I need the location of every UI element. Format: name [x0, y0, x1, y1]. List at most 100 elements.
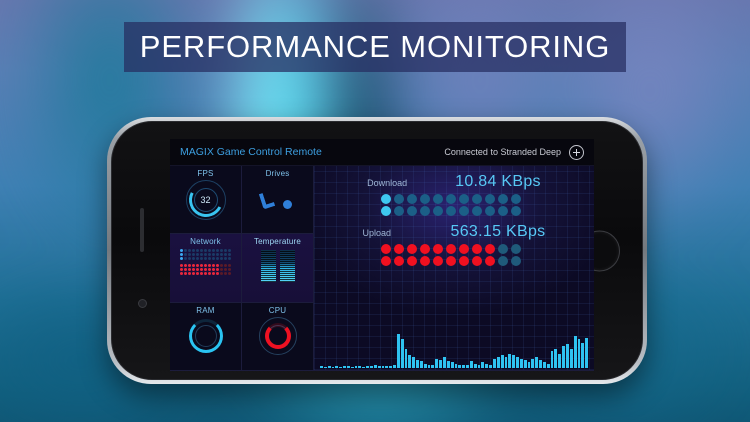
led-dot [208, 249, 211, 253]
led-dot [216, 257, 219, 261]
equalizer-bar [354, 366, 358, 368]
drives-icon [255, 186, 301, 220]
widget-drives[interactable]: Drives [242, 166, 314, 235]
network-panel: Download 10.84 KBps Upload 563.15 KBps [314, 166, 594, 371]
equalizer-bar [362, 366, 366, 368]
equalizer-bar [581, 342, 585, 368]
widget-fps[interactable]: FPS 32 [170, 166, 242, 235]
equalizer-bar [489, 364, 492, 368]
led-dot [188, 264, 191, 268]
led-dot [180, 268, 183, 272]
equalizer-bar [500, 355, 504, 368]
led-dot [228, 249, 231, 253]
plus-icon[interactable] [569, 144, 584, 160]
widget-cpu-label: CPU [268, 305, 287, 315]
equalizer-bar [466, 365, 469, 368]
led-row [180, 257, 231, 261]
meter-dot [381, 244, 391, 254]
equalizer-bar [373, 365, 377, 368]
led-dot [228, 257, 231, 261]
equalizer-bar [443, 357, 446, 368]
fps-gauge-track [185, 180, 226, 220]
led-dot [196, 253, 199, 257]
widget-ram[interactable]: RAM [170, 302, 242, 371]
meter-dot [407, 194, 417, 204]
led-dot [208, 257, 211, 261]
meter-dot [420, 256, 430, 266]
equalizer-bar [435, 358, 439, 368]
cpu-ring-gauge [258, 316, 297, 355]
meter-dot [394, 256, 404, 266]
led-dot [212, 253, 215, 257]
led-row [180, 249, 231, 253]
meter-dot [394, 206, 404, 216]
widget-temperature[interactable]: Temperature [242, 234, 314, 303]
led-dot [224, 249, 227, 253]
connection-status: Connected to Stranded Deep [444, 147, 561, 157]
equalizer-bar [554, 348, 558, 368]
meter-dot [433, 256, 443, 266]
widget-ram-label: RAM [196, 305, 215, 315]
equalizer-bar [400, 338, 404, 368]
led-dot [200, 253, 203, 257]
equalizer-bar [485, 363, 489, 368]
screen-body: FPS 32 Drives [170, 166, 594, 371]
equalizer-bar [412, 357, 416, 368]
equalizer-bar [527, 362, 531, 368]
ram-ring-inner [194, 324, 217, 347]
equalizer-bar [519, 358, 523, 368]
temperature-bar [260, 250, 276, 283]
led-dot [208, 253, 211, 257]
led-dot [204, 249, 207, 253]
dot-row [381, 256, 527, 266]
meter-dot [459, 206, 469, 216]
fps-gauge: 32 [184, 178, 227, 222]
led-dot [200, 268, 203, 272]
led-dot [224, 272, 227, 276]
phone-screen: MAGIX Game Control Remote Connected to S… [170, 139, 594, 371]
fps-gauge-inner: 32 [193, 188, 218, 212]
equalizer-bar [431, 365, 435, 368]
widget-cpu[interactable]: CPU [242, 302, 314, 371]
network-led-block-blue [180, 249, 231, 261]
equalizer-chart [314, 268, 594, 370]
led-dot [192, 264, 195, 268]
equalizer-bar [454, 363, 458, 368]
led-dot [196, 272, 199, 276]
led-dot [196, 249, 199, 253]
led-dot [200, 264, 203, 268]
meter-dot [485, 206, 495, 216]
meter-dot [459, 244, 469, 254]
equalizer-bar [577, 339, 581, 368]
equalizer-bar [585, 337, 589, 368]
temperature-bar [279, 250, 295, 283]
upload-block: Upload 563.15 KBps [314, 216, 594, 266]
led-dot [212, 264, 215, 268]
temperature-bars [260, 250, 295, 283]
drives-wedge-shape [258, 190, 275, 210]
network-led-block-red [180, 264, 231, 276]
app-header: MAGIX Game Control Remote Connected to S… [170, 139, 594, 166]
led-dot [224, 253, 227, 257]
widget-network[interactable]: Network [170, 234, 242, 303]
download-row: Download 10.84 KBps [314, 173, 594, 191]
meter-dot [485, 256, 495, 266]
dot-row [381, 206, 527, 216]
equalizer-bar [535, 357, 539, 368]
page-title: PERFORMANCE MONITORING [139, 29, 611, 64]
cpu-ring-outer [258, 316, 297, 355]
widget-network-label: Network [190, 237, 221, 247]
led-dot [180, 272, 183, 276]
equalizer-bar [546, 363, 550, 368]
equalizer-bar [416, 359, 419, 368]
equalizer-bar [327, 366, 331, 368]
equalizer-bar [358, 366, 362, 368]
led-dot [184, 264, 187, 268]
download-dot-meter [381, 194, 527, 216]
led-dot [212, 268, 215, 272]
app-title: MAGIX Game Control Remote [180, 146, 322, 158]
meter-dot [420, 206, 430, 216]
led-dot [216, 272, 219, 276]
led-dot [228, 253, 231, 257]
led-dot [180, 264, 183, 268]
